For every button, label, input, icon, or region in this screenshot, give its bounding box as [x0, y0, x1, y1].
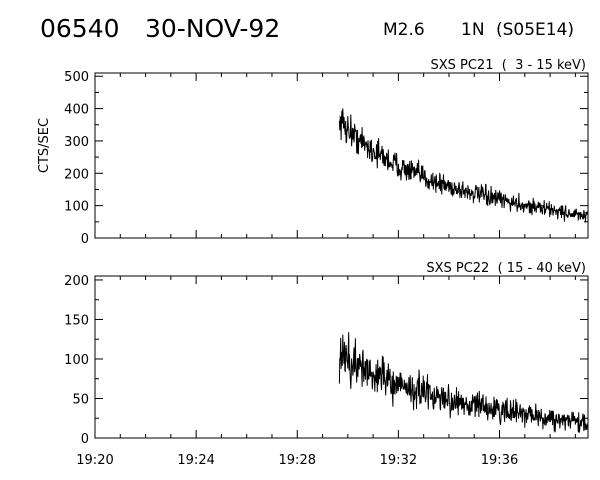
- x-tick-label: 19:36: [481, 453, 518, 468]
- y-axis-label: CTS/SEC: [37, 118, 52, 173]
- y-tick-label: 100: [64, 353, 89, 368]
- y-tick-label: 200: [64, 167, 89, 182]
- y-tick-label: 150: [64, 313, 89, 328]
- plot-frame: [94, 72, 589, 239]
- series-line: [338, 332, 589, 433]
- x-tick-label: 19:24: [177, 453, 214, 468]
- panel-title: SXS PC22 ( 15 - 40 keV): [426, 261, 586, 276]
- y-tick-label: 50: [72, 392, 89, 407]
- x-tick-label: 19:20: [76, 453, 113, 468]
- goes-class: M2.6: [383, 20, 425, 40]
- y-tick-label: 0: [81, 432, 89, 447]
- y-tick-label: 100: [64, 200, 89, 215]
- series-line: [338, 108, 589, 223]
- y-tick-label: 200: [64, 274, 89, 289]
- y-tick-label: 0: [81, 232, 89, 247]
- optical-class: 1N: [461, 20, 485, 40]
- event-date: 30-NOV-92: [145, 14, 281, 43]
- y-tick-label: 400: [64, 103, 89, 118]
- y-tick-label: 500: [64, 70, 89, 85]
- flare-location: (S05E14): [496, 20, 575, 40]
- event-number: 06540: [40, 14, 120, 43]
- panel-title: SXS PC21 ( 3 - 15 keV): [430, 58, 586, 73]
- plot-frame: [94, 275, 589, 439]
- y-tick-label: 300: [64, 135, 89, 150]
- x-tick-label: 19:32: [380, 453, 417, 468]
- x-tick-label: 19:28: [279, 453, 316, 468]
